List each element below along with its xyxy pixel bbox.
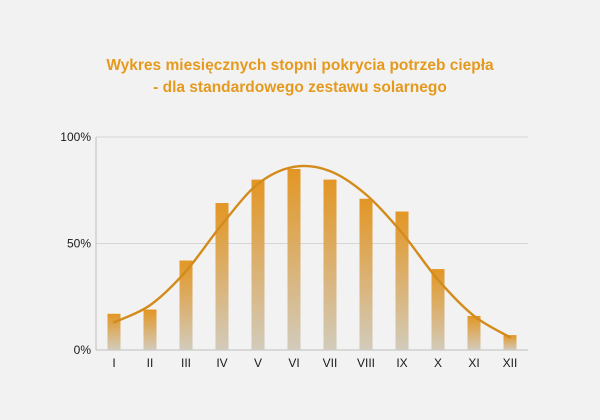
x-tick-label-VIII: VIII — [357, 356, 375, 370]
x-tick-label-IV: IV — [216, 356, 227, 370]
bar-VI — [287, 168, 301, 350]
bar-IX — [395, 211, 409, 350]
y-axis-tick-labels: 0% 50% 100% — [60, 130, 91, 357]
chart-title-line-2: - dla standardowego zestawu solarnego — [153, 79, 447, 96]
y-tick-label-100: 100% — [60, 130, 91, 144]
x-tick-label-V: V — [254, 356, 262, 370]
bar-VII — [323, 179, 337, 350]
bar-V — [251, 179, 265, 350]
bar-III — [179, 260, 193, 350]
bar-XII — [503, 335, 517, 350]
bar-VIII — [359, 198, 373, 350]
x-tick-label-VII: VII — [323, 356, 338, 370]
y-tick-label-0: 0% — [74, 343, 92, 357]
bars — [107, 168, 517, 350]
x-tick-label-X: X — [434, 356, 442, 370]
bar-IV — [215, 203, 229, 350]
x-tick-label-XI: XI — [468, 356, 479, 370]
x-tick-label-III: III — [181, 356, 191, 370]
trend-line — [112, 164, 512, 339]
y-tick-label-50: 50% — [67, 237, 91, 251]
grid-lines — [95, 136, 528, 351]
x-tick-label-II: II — [147, 356, 154, 370]
x-tick-label-I: I — [112, 356, 115, 370]
chart-title-line-1: Wykres miesięcznych stopni pokrycia potr… — [106, 57, 494, 74]
bar-II — [143, 309, 157, 350]
x-tick-label-IX: IX — [396, 356, 407, 370]
bar-X — [431, 269, 445, 350]
trend-curve — [112, 164, 512, 339]
x-tick-label-XII: XII — [503, 356, 518, 370]
x-axis-tick-labels: I II III IV V VI VII VIII IX X XI XII — [112, 356, 517, 370]
x-tick-label-VI: VI — [288, 356, 299, 370]
bar-XI — [467, 315, 481, 350]
bar-I — [107, 313, 121, 350]
